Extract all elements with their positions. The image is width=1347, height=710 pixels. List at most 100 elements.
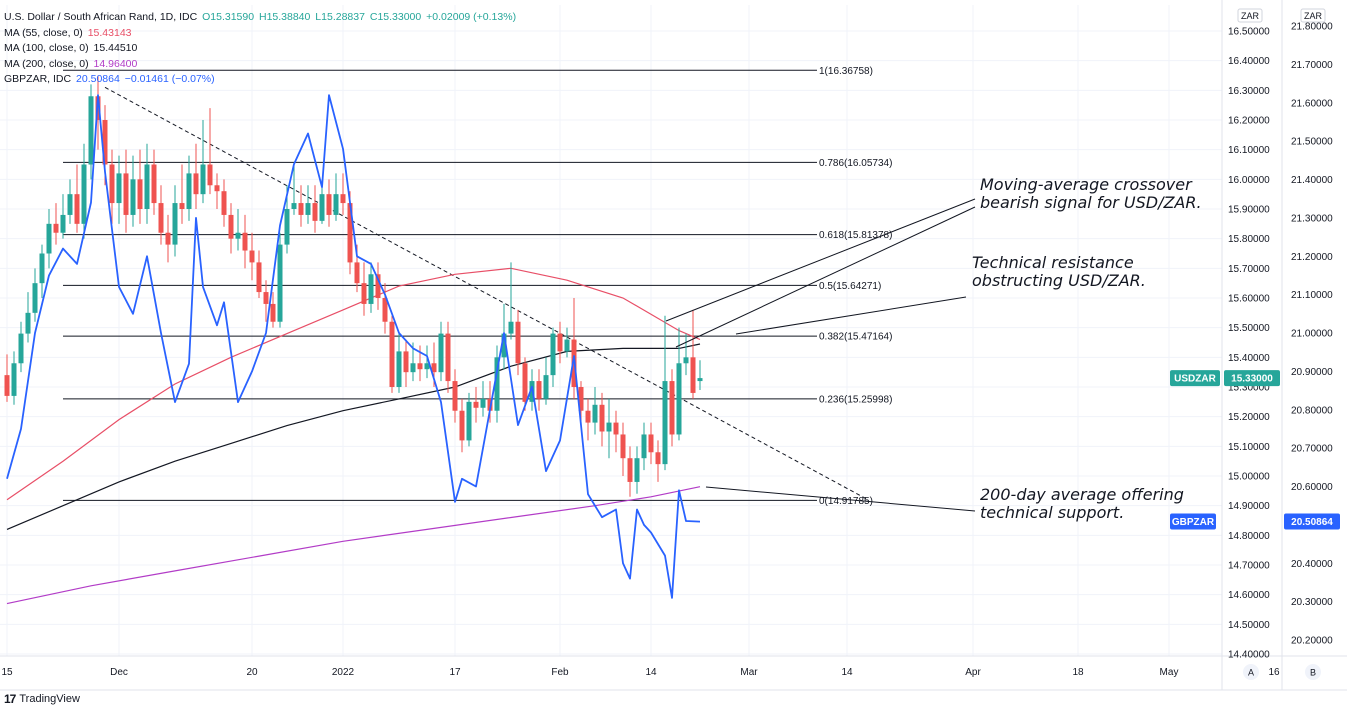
candle-body xyxy=(536,381,542,399)
dashed-trendline xyxy=(104,86,869,501)
time-axis-tick: 20 xyxy=(246,667,258,678)
legend-ma55[interactable]: MA (55, close, 0) 15.43143 xyxy=(4,26,516,42)
candle-body xyxy=(25,312,31,334)
candle-body xyxy=(389,321,395,387)
axes: 16.50000 16.40000 16.30000 16.20000 16.10000… xyxy=(0,0,1347,691)
candle-body xyxy=(270,303,276,322)
time-axis-tick: 14 xyxy=(841,667,853,678)
legend-high: H15.38840 xyxy=(258,11,311,23)
fib-level-label: 0(14.91785) xyxy=(819,496,873,507)
candle-body xyxy=(298,203,304,215)
usdzar-symbol-badge-text: USDZAR xyxy=(1174,374,1216,385)
candle-body xyxy=(130,179,136,215)
legend-main: U.S. Dollar / South African Rand, 1D, ID… xyxy=(4,10,516,26)
legend-gbpzar-label: GBPZAR, IDC xyxy=(4,73,72,85)
usdzar-price-badge-text: 15.33000 xyxy=(1231,374,1273,385)
candle-body xyxy=(123,173,129,215)
candle-body xyxy=(144,164,150,209)
candle-body xyxy=(578,387,584,411)
price-axis-a-tick: 15.20000 xyxy=(1228,412,1270,423)
candle-body xyxy=(326,194,332,215)
price-axis-b-tick: 20.80000 xyxy=(1291,405,1333,416)
fib-level-label: 0.786(16.05734) xyxy=(819,158,892,169)
candle-body xyxy=(4,375,10,396)
legend-change: +0.02009 (+0.13%) xyxy=(426,11,517,23)
candle-body xyxy=(697,378,703,382)
candle-body xyxy=(466,401,472,441)
gbpzar-symbol-badge-text: GBPZAR xyxy=(1172,517,1215,528)
legend-gbpzar[interactable]: GBPZAR, IDC 20.50864 −0.01461 (−0.07%) xyxy=(4,72,516,88)
legend-ma55-label: MA (55, close, 0) xyxy=(4,26,83,39)
axis-unit-a-label: ZAR xyxy=(1241,11,1260,21)
tradingview-logo-icon: 17 xyxy=(4,692,16,706)
candle-body xyxy=(32,283,38,313)
candle-body xyxy=(648,434,654,453)
annotation-pointer xyxy=(675,206,976,348)
price-axis-b-tick: 21.00000 xyxy=(1291,329,1333,340)
candle-body xyxy=(200,164,206,195)
candle-body xyxy=(550,333,556,376)
annotation-pointer xyxy=(705,486,976,512)
candle-body xyxy=(186,173,192,209)
price-axis-a-tick: 15.30000 xyxy=(1228,383,1270,394)
fib-level-label: 0.618(15.81378) xyxy=(819,230,892,241)
candle-body xyxy=(641,434,647,459)
legend-open: O15.31590 xyxy=(202,11,255,23)
candle-body xyxy=(102,120,108,165)
candlesticks xyxy=(4,75,703,497)
price-axis-a-tick: 15.00000 xyxy=(1228,472,1270,483)
time-axis-tick: Mar xyxy=(740,667,758,678)
legend-ma200[interactable]: MA (200, close, 0) 14.96400 xyxy=(4,57,516,73)
price-axis-a-tick: 15.90000 xyxy=(1228,205,1270,216)
price-axis-b-tick: 21.80000 xyxy=(1291,22,1333,33)
price-axis-a-tick: 15.50000 xyxy=(1228,323,1270,334)
price-axis-a-tick: 15.40000 xyxy=(1228,353,1270,364)
time-axis-tick: 17 xyxy=(449,667,461,678)
candle-body xyxy=(627,458,633,482)
scale-button-b[interactable] xyxy=(1305,664,1321,680)
fib-level-label: 0.382(15.47164) xyxy=(819,332,892,343)
candle-body xyxy=(669,381,675,435)
candle-body xyxy=(683,357,689,364)
candle-body xyxy=(564,339,570,352)
candle-body xyxy=(606,422,612,432)
price-axis-a-tick: 16.50000 xyxy=(1228,27,1270,38)
price-axis-b-tick: 20.70000 xyxy=(1291,444,1333,455)
price-axis-a-tick: 14.50000 xyxy=(1228,620,1270,631)
candle-body xyxy=(151,164,157,204)
annotation-line-2: bearish signal for USD/ZAR. xyxy=(980,193,1202,212)
candle-body xyxy=(193,173,199,195)
fib-level-label: 1(16.36758) xyxy=(819,66,873,77)
candle-body xyxy=(158,203,164,233)
trendline[interactable] xyxy=(104,86,869,501)
tradingview-brand[interactable]: 17 TradingView xyxy=(4,692,80,706)
usdzar-symbol-badge xyxy=(1170,370,1220,387)
candle-body xyxy=(74,194,80,224)
time-axis-tick: 16 xyxy=(1268,667,1280,678)
candle-body xyxy=(410,363,416,373)
candle-body xyxy=(438,333,444,373)
price-axis-a-tick: 16.30000 xyxy=(1228,86,1270,97)
legend-ma100-label: MA (100, close, 0) xyxy=(4,42,89,54)
scale-button-a[interactable] xyxy=(1243,664,1259,680)
annotation-line-1: 200-day average offering xyxy=(980,485,1184,504)
chart-legend: U.S. Dollar / South African Rand, 1D, ID… xyxy=(4,10,516,88)
price-axis-b-tick: 20.90000 xyxy=(1291,367,1333,378)
candle-body xyxy=(543,375,549,399)
candle-body xyxy=(403,351,409,373)
candle-body xyxy=(81,164,87,224)
candle-body xyxy=(592,404,598,423)
candle-body xyxy=(333,194,339,215)
candle-body xyxy=(375,274,381,298)
time-axis-tick: Apr xyxy=(965,667,981,678)
candle-body xyxy=(459,410,465,441)
candle-body xyxy=(620,434,626,459)
price-axis-b-tick: 20.60000 xyxy=(1291,482,1333,493)
candle-body xyxy=(445,333,451,382)
legend-ma100[interactable]: MA (100, close, 0) 15.44510 xyxy=(4,41,516,57)
candle-body xyxy=(235,232,241,239)
candle-body xyxy=(249,250,255,263)
candle-body xyxy=(109,164,115,204)
